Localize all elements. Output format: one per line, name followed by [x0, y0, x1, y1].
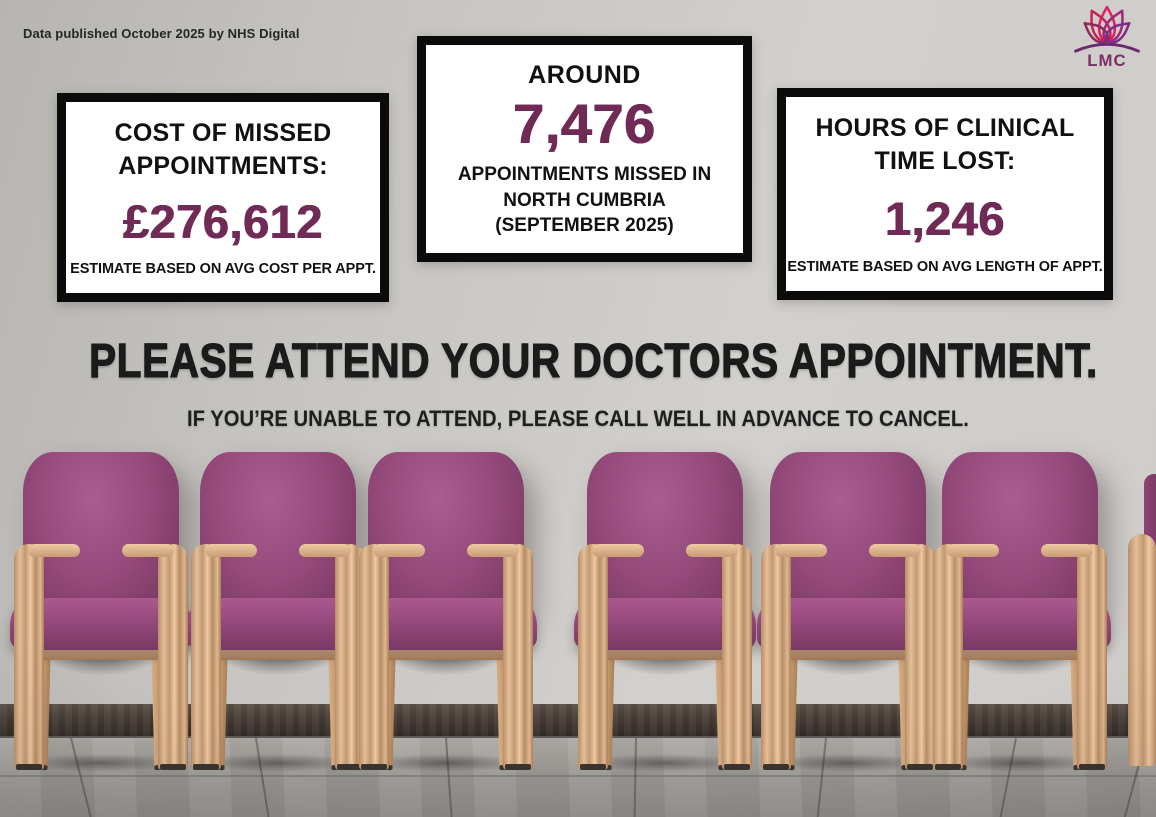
chair-armrest	[191, 544, 257, 770]
stat-value: 1,246	[884, 191, 1006, 245]
chair-armrest	[1128, 534, 1156, 766]
waiting-chair	[570, 448, 760, 772]
data-source-note: Data published October 2025 by NHS Digit…	[23, 26, 300, 41]
stat-caption: APPOINTMENTS MISSED IN NORTH CUMBRIA (SE…	[458, 162, 711, 239]
stat-box-missed-appointments: AROUND 7,476 APPOINTMENTS MISSED IN NORT…	[417, 36, 752, 262]
chair-armrest	[578, 544, 644, 770]
stat-title-line: APPOINTMENTS:	[118, 151, 328, 180]
subheadline: IF YOU’RE UNABLE TO ATTEND, PLEASE CALL …	[0, 406, 1156, 432]
chair-floor-shadow	[366, 754, 526, 772]
stat-caption: ESTIMATE BASED ON AVG LENGTH OF APPT.	[787, 259, 1103, 275]
chair-armrest	[467, 544, 533, 770]
waiting-chair	[753, 448, 943, 772]
subheadline-text: IF YOU’RE UNABLE TO ATTEND, PLEASE CALL …	[187, 406, 969, 431]
stat-title: HOURS OF CLINICAL TIME LOST:	[816, 112, 1075, 177]
chair-backrest	[200, 452, 356, 620]
chair-backrest	[23, 452, 179, 620]
stat-caption-line: NORTH CUMBRIA	[503, 189, 666, 211]
chair-backrest	[942, 452, 1098, 620]
stat-box-clinical-time: HOURS OF CLINICAL TIME LOST: 1,246 ESTIM…	[777, 88, 1113, 300]
chair-backrest	[368, 452, 524, 620]
stat-caption-line: (SEPTEMBER 2025)	[495, 215, 674, 237]
tile-grout-line	[0, 775, 1156, 777]
waiting-chair	[6, 448, 196, 772]
stat-value: £276,612	[122, 195, 324, 248]
chair-armrest	[761, 544, 827, 770]
waiting-chair	[351, 448, 541, 772]
chair-armrest	[686, 544, 752, 770]
chair-armrest	[14, 544, 80, 770]
chair-armrest	[933, 544, 999, 770]
chair-floor-shadow	[768, 754, 928, 772]
headline: PLEASE ATTEND YOUR DOCTORS APPOINTMENT.	[0, 334, 1156, 389]
stat-caption-line: APPOINTMENTS MISSED IN	[457, 164, 712, 186]
chair-backrest	[770, 452, 926, 620]
chair-armrest	[1041, 544, 1107, 770]
lmc-logo-text: LMC	[1087, 51, 1126, 70]
chair-armrest	[359, 544, 425, 770]
stat-title: COST OF MISSED APPOINTMENTS:	[115, 117, 332, 182]
chair-floor-shadow	[940, 754, 1100, 772]
chair-backrest	[587, 452, 743, 620]
lotus-flower-icon: LMC	[1074, 5, 1140, 70]
waiting-chair	[925, 448, 1115, 772]
stat-title: AROUND	[528, 61, 641, 89]
stat-caption: ESTIMATE BASED ON AVG COST PER APPT.	[70, 261, 376, 277]
stat-title-line: TIME LOST:	[874, 146, 1016, 175]
chair-floor-shadow	[198, 754, 358, 772]
headline-text: PLEASE ATTEND YOUR DOCTORS APPOINTMENT.	[89, 334, 1098, 388]
chair-armrest	[122, 544, 188, 770]
chair-floor-shadow	[21, 754, 181, 772]
stat-title-line: HOURS OF CLINICAL	[815, 114, 1075, 142]
stat-title-line: COST OF MISSED	[114, 119, 332, 147]
lmc-logo: LMC	[1070, 4, 1144, 75]
stat-box-cost: COST OF MISSED APPOINTMENTS: £276,612 ES…	[57, 93, 389, 302]
waiting-chair	[183, 448, 373, 772]
chair-floor-shadow	[585, 754, 745, 772]
stat-value: 7,476	[513, 91, 656, 155]
chair-armrest	[869, 544, 935, 770]
